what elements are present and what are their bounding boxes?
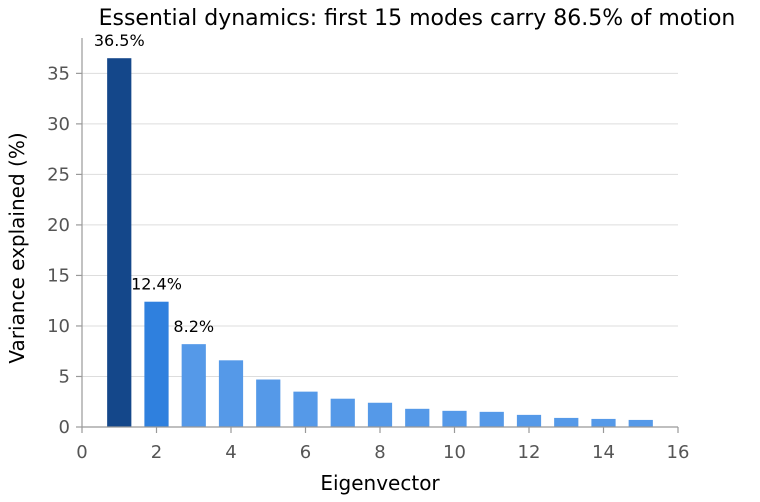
y-tick-label-35: 35 — [47, 63, 70, 84]
data-labels: 36.5% 12.4% 8.2% — [94, 31, 214, 336]
y-tick-label-30: 30 — [47, 114, 70, 135]
bars — [107, 58, 653, 427]
x-tick-label-12: 12 — [518, 442, 541, 463]
x-tick-label-8: 8 — [374, 442, 385, 463]
bar-eigenvector-9 — [405, 408, 430, 427]
bar-eigenvector-14 — [591, 418, 616, 427]
bar-eigenvector-7 — [330, 398, 355, 427]
bar-eigenvector-8 — [367, 402, 393, 427]
y-tick-label-25: 25 — [47, 164, 70, 185]
y-tick-label-10: 10 — [47, 316, 70, 337]
bar-eigenvector-2 — [144, 301, 169, 427]
y-tick-label-0: 0 — [59, 417, 70, 438]
chart-title: Essential dynamics: first 15 modes carry… — [99, 6, 736, 31]
axes: 0 5 10 15 20 25 30 35 0 2 4 6 8 10 12 14 16 — [47, 38, 689, 463]
y-tick-label-20: 20 — [47, 215, 70, 236]
x-tick-label-14: 14 — [592, 442, 615, 463]
bar-eigenvector-12 — [516, 414, 542, 427]
bar-eigenvector-15 — [628, 419, 653, 427]
x-tick-label-4: 4 — [225, 442, 236, 463]
data-label-eigenvector-2: 12.4% — [131, 275, 182, 294]
x-tick-label-16: 16 — [667, 442, 690, 463]
x-tick-label-2: 2 — [151, 442, 162, 463]
y-tick-label-5: 5 — [59, 366, 70, 387]
bar-eigenvector-4 — [218, 360, 244, 427]
x-tick-label-10: 10 — [443, 442, 466, 463]
y-axis-title: Variance explained (%) — [5, 132, 29, 363]
x-tick-label-0: 0 — [76, 442, 87, 463]
gridlines — [82, 72, 678, 377]
y-tick-label-15: 15 — [47, 265, 70, 286]
bar-eigenvector-1 — [107, 58, 132, 427]
x-axis-title: Eigenvector — [320, 471, 440, 495]
bar-eigenvector-3 — [181, 344, 206, 427]
data-label-eigenvector-3: 8.2% — [173, 317, 214, 336]
x-tick-label-6: 6 — [300, 442, 311, 463]
bar-eigenvector-10 — [442, 410, 467, 427]
bar-eigenvector-5 — [256, 379, 281, 427]
bar-eigenvector-6 — [293, 391, 318, 427]
bar-eigenvector-13 — [554, 417, 579, 427]
data-label-eigenvector-1: 36.5% — [94, 31, 145, 50]
bar-eigenvector-11 — [479, 411, 504, 427]
